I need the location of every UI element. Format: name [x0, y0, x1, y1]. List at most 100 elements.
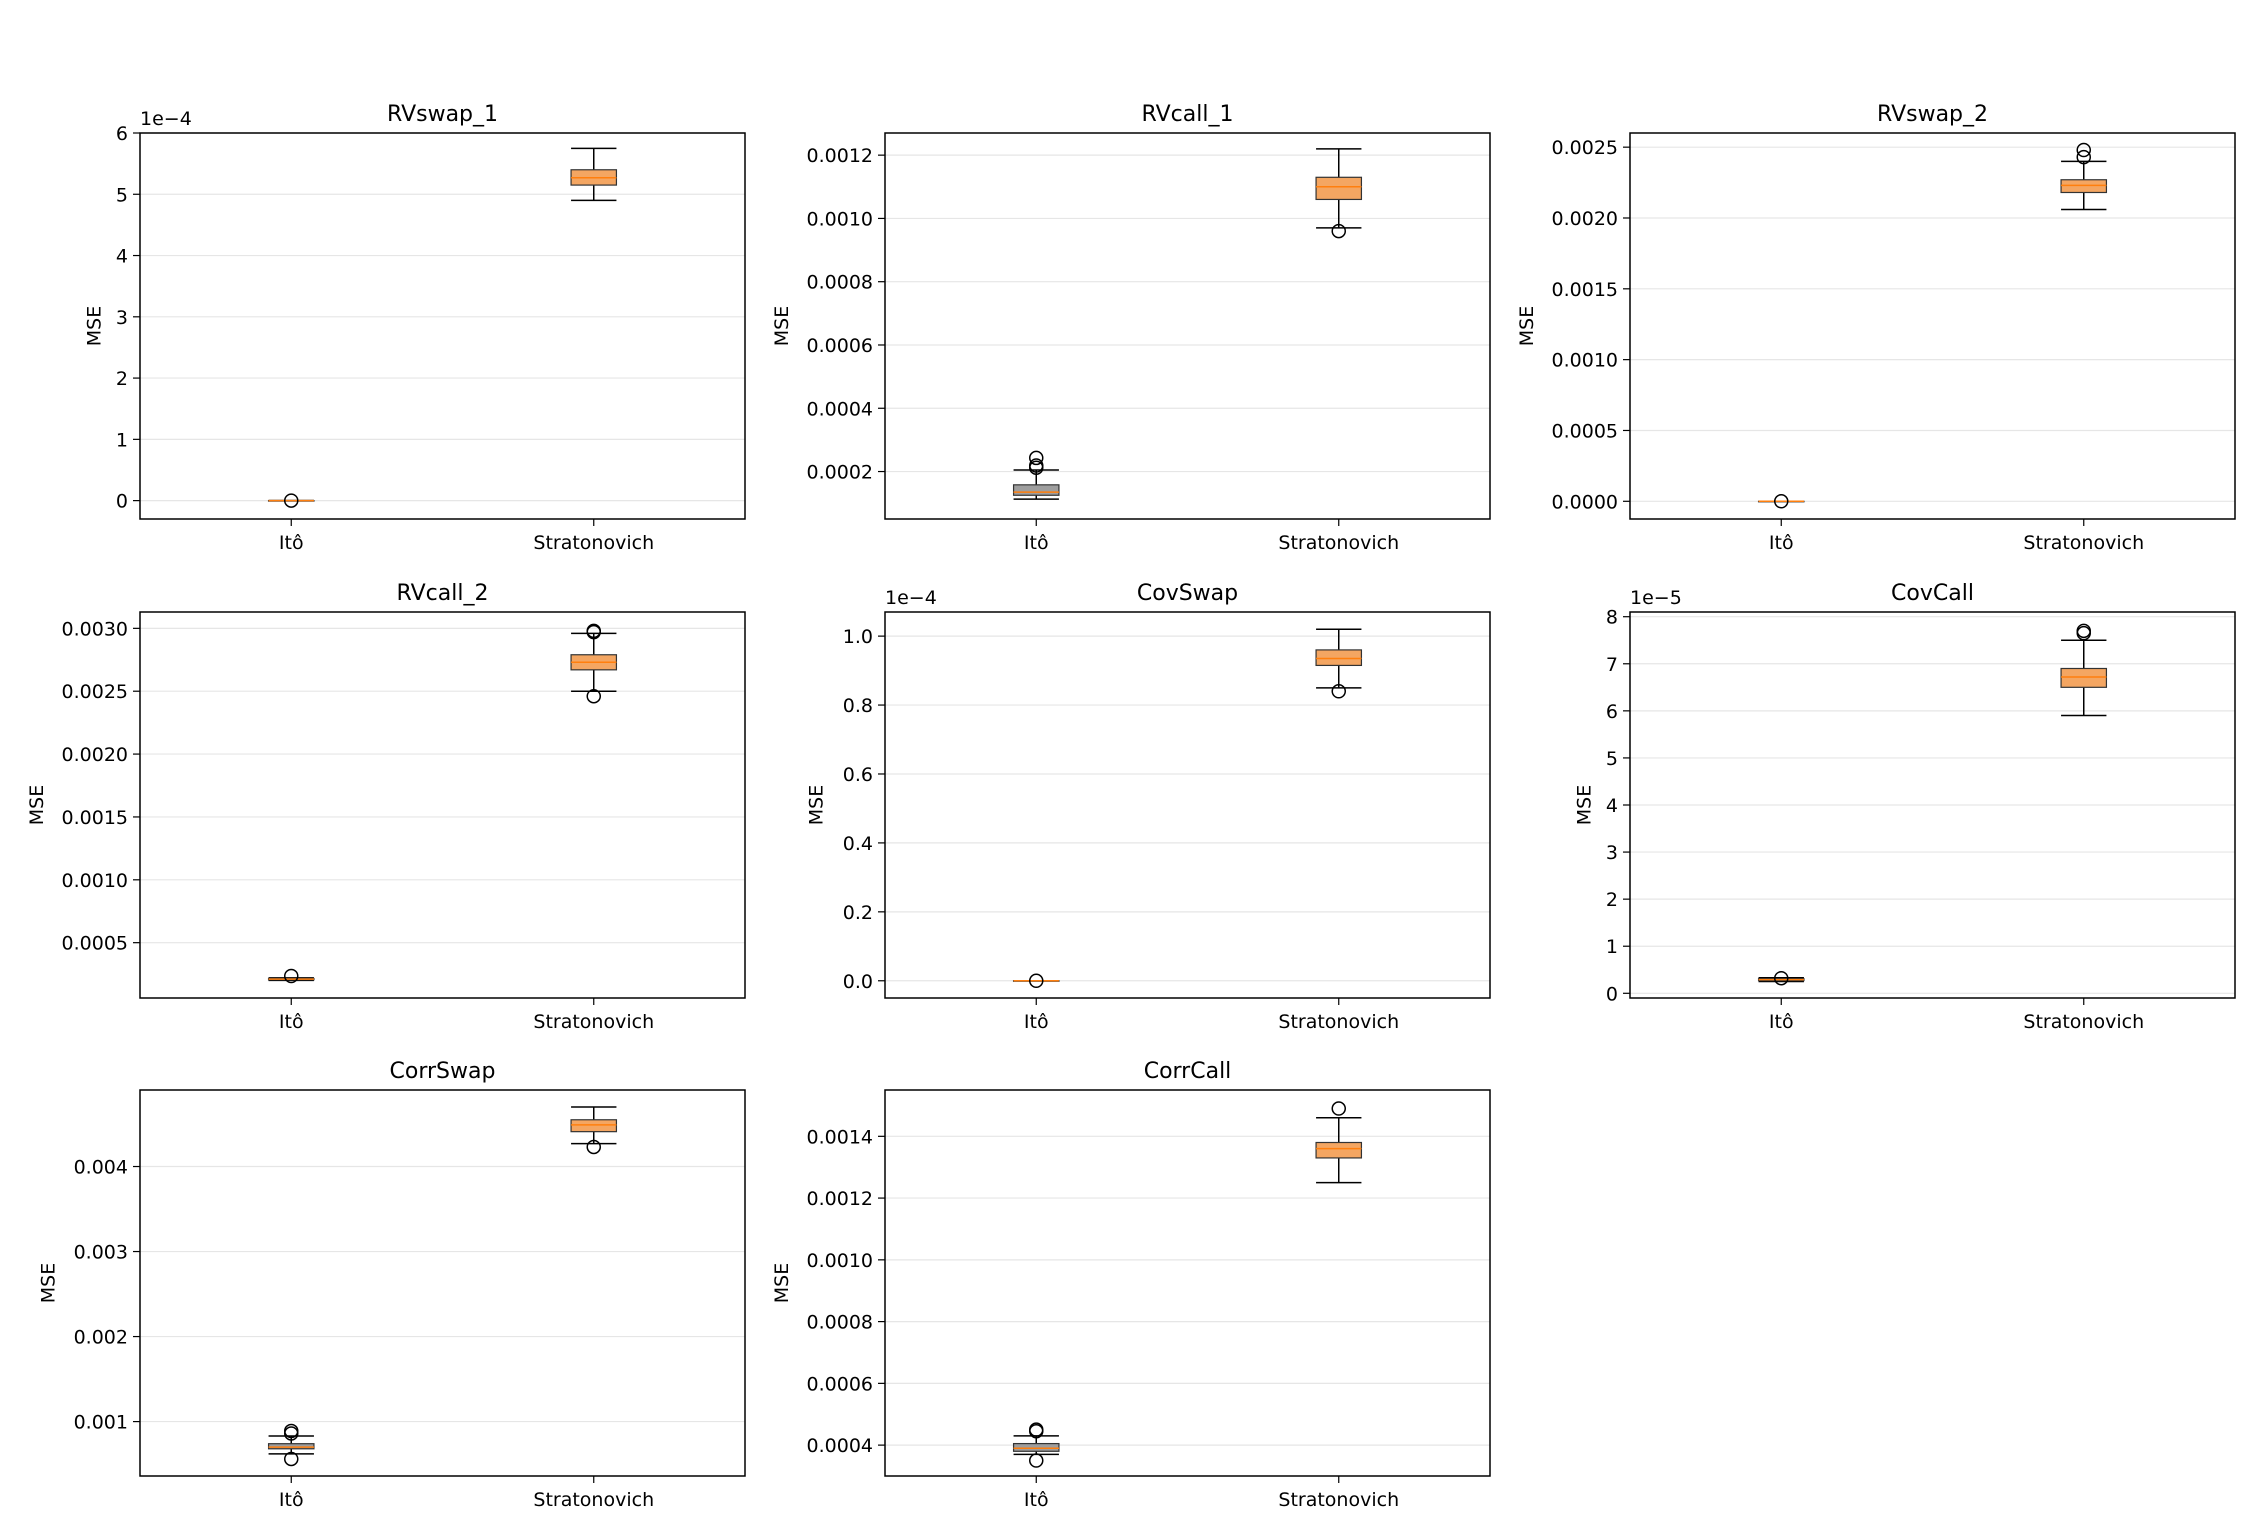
y-tick-label: 0	[116, 491, 128, 513]
y-tick-label: 0.0008	[807, 1312, 873, 1334]
box-stratonovich	[570, 1106, 618, 1155]
box-stratonovich	[570, 147, 618, 202]
y-axis-label: MSE	[806, 785, 828, 825]
y-tick-label: 4	[116, 246, 128, 268]
y-tick-label: 3	[116, 307, 128, 329]
box-stratonovich	[2060, 623, 2108, 717]
y-axis-label: MSE	[1516, 306, 1538, 346]
outlier-point	[1029, 450, 1044, 466]
y-tick-label: 1	[116, 429, 128, 451]
y-tick-label: 0.0002	[807, 462, 873, 484]
x-tick-label: Itô	[1024, 1011, 1049, 1033]
outlier-point	[2076, 623, 2091, 639]
y-tick-label: 0.0012	[807, 145, 873, 167]
outlier-point	[284, 1451, 299, 1467]
subplot-rvswap_1: 0 1 2 3 4 5 6 Itô Stratonovich RVswap_1 MSE 1e−4	[84, 102, 746, 554]
outlier-point	[2076, 149, 2091, 165]
outlier-point	[1774, 494, 1789, 509]
subplot-title: RVcall_2	[397, 581, 489, 606]
y-tick-label: 0.0010	[807, 1250, 873, 1272]
y-tick-label: 6	[1606, 701, 1618, 723]
y-tick-label: 0.0	[843, 971, 873, 993]
x-tick-label: Stratonovich	[1278, 1011, 1399, 1033]
y-tick-label: 0.003	[74, 1242, 128, 1264]
subplot-title: CorrSwap	[390, 1059, 496, 1084]
y-tick-label: 2	[1606, 889, 1618, 911]
y-tick-label: 0.0006	[807, 1373, 873, 1395]
axes-frame	[884, 132, 1491, 520]
outlier-point	[1331, 1101, 1346, 1116]
y-tick-label: 0.0000	[1552, 491, 1618, 513]
axis-offset-text: 1e−4	[885, 587, 937, 609]
y-tick-label: 0.0020	[1552, 208, 1618, 230]
axes-frame	[884, 1089, 1491, 1477]
y-axis-label: MSE	[771, 306, 793, 346]
y-tick-label: 0.0012	[807, 1188, 873, 1210]
y-tick-label: 0.0005	[62, 933, 128, 955]
box-stratonovich	[1315, 1101, 1363, 1184]
y-tick-label: 0.0010	[62, 870, 128, 892]
axis-offset-text: 1e−4	[140, 108, 192, 130]
box-iqr	[267, 1443, 315, 1450]
x-tick-label: Itô	[279, 532, 304, 554]
y-tick-label: 0.0005	[1552, 420, 1618, 442]
outlier-point	[1029, 973, 1044, 989]
box-ito	[1757, 494, 1805, 509]
box-iqr	[2060, 667, 2108, 688]
x-tick-label: Itô	[279, 1489, 304, 1511]
subplot-title: CovSwap	[1137, 581, 1238, 606]
y-tick-label: 0.0004	[807, 1435, 873, 1457]
y-tick-label: 0.0015	[62, 807, 128, 829]
y-tick-label: 5	[1606, 748, 1618, 770]
x-tick-label: Stratonovich	[2023, 1011, 2144, 1033]
subplot-covswap: 0.0 0.2 0.4 0.6 0.8 1.0 Itô Stratonovich CovSwap…	[806, 581, 1491, 1033]
subplot-title: CovCall	[1891, 581, 1974, 606]
y-axis-label: MSE	[1574, 785, 1596, 825]
y-tick-label: 0.0010	[807, 208, 873, 230]
outlier-point	[586, 623, 601, 639]
box-ito	[1012, 450, 1060, 500]
axes-frame	[139, 132, 746, 520]
axes-frame	[139, 1089, 746, 1477]
outlier-point	[586, 688, 601, 704]
y-tick-label: 8	[1606, 607, 1618, 629]
subplot-rvcall_1: 0.0002 0.0004 0.0006 0.0008 0.0010 0.0012 Itô S…	[771, 102, 1491, 554]
y-tick-label: 0.0015	[1552, 279, 1618, 301]
y-tick-label: 5	[116, 184, 128, 206]
y-tick-label: 4	[1606, 795, 1618, 817]
x-tick-label: Stratonovich	[1278, 532, 1399, 554]
y-axis-label: MSE	[771, 1263, 793, 1303]
box-ito	[1012, 1422, 1060, 1468]
y-axis-label: MSE	[26, 785, 48, 825]
y-tick-label: 3	[1606, 842, 1618, 864]
box-iqr	[1012, 1442, 1060, 1452]
x-tick-label: Itô	[279, 1011, 304, 1033]
x-tick-label: Stratonovich	[2023, 532, 2144, 554]
outlier-point	[1331, 684, 1346, 699]
y-tick-label: 0.0020	[62, 744, 128, 766]
box-ito	[267, 493, 315, 508]
x-tick-label: Stratonovich	[533, 1489, 654, 1511]
axes-frame	[139, 611, 746, 999]
outlier-point	[284, 1423, 299, 1439]
outlier-point	[1774, 970, 1789, 986]
y-tick-label: 7	[1606, 654, 1618, 676]
y-tick-label: 1.0	[843, 626, 873, 648]
x-tick-label: Stratonovich	[533, 1011, 654, 1033]
box-ito	[1757, 970, 1805, 986]
x-tick-label: Itô	[1769, 1011, 1794, 1033]
outlier-point	[1029, 1453, 1044, 1468]
box-ito	[267, 968, 315, 984]
subplot-corrcall: 0.0004 0.0006 0.0008 0.0010 0.0012 0.0014 Itô S…	[771, 1059, 1491, 1511]
box-stratonovich	[570, 623, 618, 704]
y-tick-label: 0	[1606, 983, 1618, 1005]
box-ito	[1012, 973, 1060, 989]
axes-frame	[1629, 611, 2236, 999]
y-tick-label: 0.0010	[1552, 350, 1618, 372]
x-tick-label: Stratonovich	[1278, 1489, 1399, 1511]
y-tick-label: 0.001	[74, 1412, 128, 1434]
y-tick-label: 2	[116, 368, 128, 390]
outlier-point	[1029, 458, 1044, 473]
subplot-title: RVswap_2	[1877, 102, 1988, 127]
axis-offset-text: 1e−5	[1630, 587, 1682, 609]
